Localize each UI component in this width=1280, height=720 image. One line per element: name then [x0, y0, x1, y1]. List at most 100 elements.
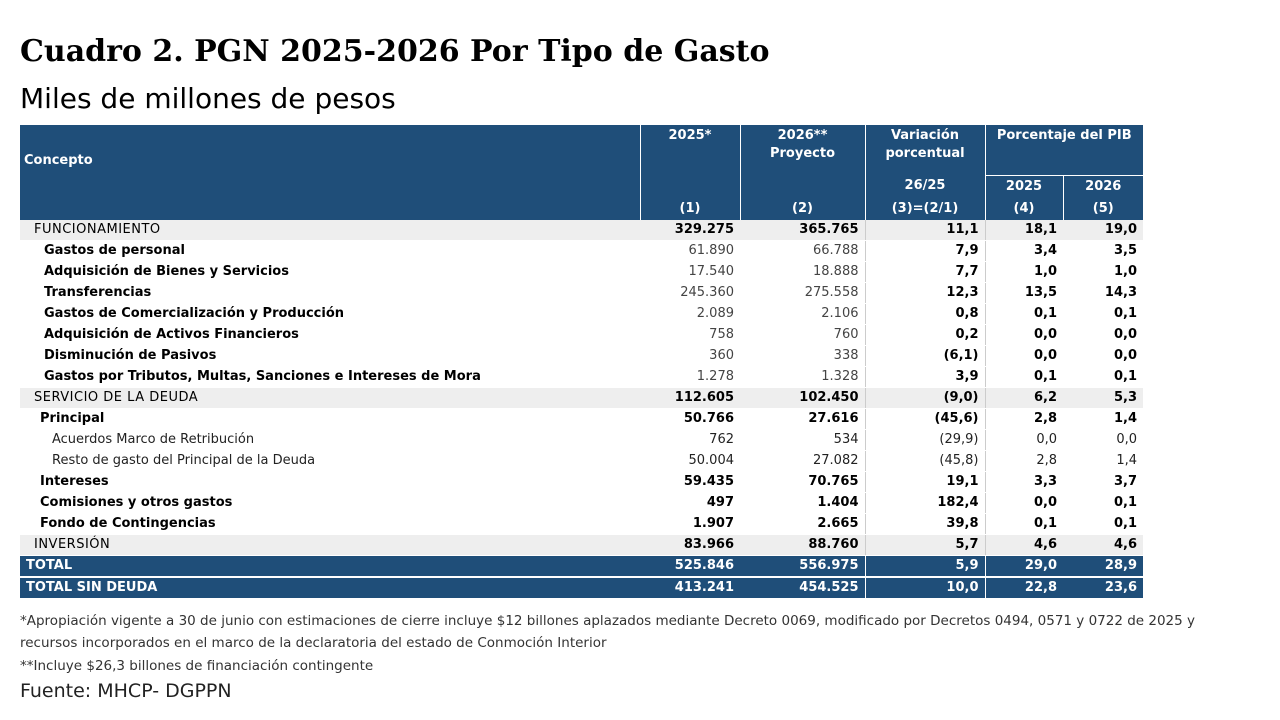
value-cell: 0,8: [864, 303, 986, 325]
value-cell: 525.846: [640, 555, 740, 578]
value-cell: 5,7: [864, 534, 986, 556]
table-row: Resto de gasto del Principal de la Deuda…: [20, 450, 1143, 472]
value-cell: 3,9: [864, 366, 986, 388]
value-cell: 3,7: [1063, 471, 1143, 493]
header-cell: [20, 197, 640, 220]
header-cell: Porcentaje del PIB: [984, 125, 1143, 175]
table-row: Transferencias 245.360 275.558 12,3 13,5 14,3: [20, 282, 1143, 304]
footnote: **Incluye $26,3 billones de financiación…: [20, 658, 374, 674]
table-header: Concepto 2025* 2026** Proyecto Variación …: [20, 125, 1143, 220]
table-row: Acuerdos Marco de Retribución 762 534 (29,9…: [20, 429, 1143, 451]
footnote: *Apropiación vigente a 30 de junio con e…: [20, 613, 1196, 651]
value-cell: 2.089: [640, 303, 740, 325]
value-cell: 18,1: [985, 219, 1063, 241]
concept-cell: TOTAL: [20, 555, 640, 578]
value-cell: 1,4: [1063, 450, 1143, 472]
header-cell: 26/25: [864, 175, 985, 198]
value-cell: 22,8: [985, 576, 1063, 600]
value-cell: 0,1: [985, 366, 1063, 388]
value-cell: 70.765: [740, 471, 865, 493]
value-cell: 28,9: [1063, 555, 1143, 578]
header-cell: 2026: [1062, 174, 1143, 198]
value-cell: 0,1: [985, 513, 1063, 535]
value-cell: 50.766: [640, 408, 740, 430]
value-cell: 61.890: [640, 240, 740, 262]
value-cell: 0,0: [985, 345, 1063, 367]
header-cell: (2): [739, 197, 865, 220]
value-cell: 2,8: [985, 408, 1063, 430]
value-cell: 2,8: [985, 450, 1063, 472]
header-cell: (3)=(2/1): [864, 197, 985, 220]
value-cell: 0,2: [864, 324, 986, 346]
table-row: Disminución de Pasivos 360 338 (6,1) 0,0 0,0: [20, 345, 1143, 367]
value-cell: 0,0: [1063, 345, 1143, 367]
concept-cell: TOTAL SIN DEUDA: [20, 576, 640, 600]
table-row: INVERSIÓN 83.966 88.760 5,7 4,6 4,6: [20, 534, 1143, 556]
value-cell: 1,0: [985, 261, 1063, 283]
value-cell: 4,6: [1063, 534, 1143, 556]
value-cell: 23,6: [1063, 576, 1143, 600]
value-cell: 0,1: [1063, 303, 1143, 325]
header-cell: (5): [1062, 197, 1143, 220]
value-cell: (29,9): [864, 429, 986, 451]
value-cell: 454.525: [740, 576, 865, 600]
value-cell: 338: [740, 345, 865, 367]
value-cell: 0,1: [1063, 492, 1143, 514]
table-row: Gastos de Comercialización y Producción 2…: [20, 303, 1143, 325]
value-cell: 0,0: [985, 492, 1063, 514]
value-cell: 329.275: [640, 219, 740, 241]
value-cell: 11,1: [864, 219, 986, 241]
value-cell: 14,3: [1063, 282, 1143, 304]
value-cell: 88.760: [740, 534, 865, 556]
table-row: FUNCIONAMIENTO 329.275 365.765 11,1 18,1 19,0: [20, 219, 1143, 241]
value-cell: (9,0): [864, 387, 986, 409]
table-row: Comisiones y otros gastos 497 1.404 182,4 0,…: [20, 492, 1143, 514]
value-cell: 762: [640, 429, 740, 451]
value-cell: 10,0: [864, 576, 986, 600]
header-cell: Concepto: [20, 125, 640, 198]
concept-cell: Intereses: [20, 471, 640, 493]
value-cell: 59.435: [640, 471, 740, 493]
value-cell: 27.082: [740, 450, 865, 472]
concept-cell: Gastos de personal: [20, 240, 640, 262]
header-text: Proyecto: [769, 146, 835, 161]
header-text: 2026**: [777, 128, 828, 143]
concept-cell: Fondo de Contingencias: [20, 513, 640, 535]
value-cell: 2.106: [740, 303, 865, 325]
value-cell: 1,0: [1063, 261, 1143, 283]
value-cell: 3,5: [1063, 240, 1143, 262]
value-cell: 3,4: [985, 240, 1063, 262]
value-cell: 83.966: [640, 534, 740, 556]
concept-cell: Gastos por Tributos, Multas, Sanciones e…: [20, 366, 640, 388]
table-row: SERVICIO DE LA DEUDA 112.605 102.450 (9,0) 6…: [20, 387, 1143, 409]
value-cell: 27.616: [740, 408, 865, 430]
table-row: Adquisición de Bienes y Servicios 17.540 1…: [20, 261, 1143, 283]
table-row: Principal 50.766 27.616 (45,6) 2,8 1,4: [20, 408, 1143, 430]
concept-cell: Disminución de Pasivos: [20, 345, 640, 367]
value-cell: 29,0: [985, 555, 1063, 578]
concept-cell: SERVICIO DE LA DEUDA: [20, 387, 640, 409]
value-cell: 0,1: [1063, 366, 1143, 388]
table-row: Gastos de personal 61.890 66.788 7,9 3,4 3,5: [20, 240, 1143, 262]
value-cell: 360: [640, 345, 740, 367]
budget-table: Concepto 2025* 2026** Proyecto Variación …: [20, 125, 1143, 600]
value-cell: 19,0: [1063, 219, 1143, 241]
header-cell: 2026** Proyecto: [739, 125, 865, 198]
concept-cell: INVERSIÓN: [20, 534, 640, 556]
value-cell: 182,4: [864, 492, 986, 514]
value-cell: 0,0: [1063, 429, 1143, 451]
value-cell: 17.540: [640, 261, 740, 283]
value-cell: 3,3: [985, 471, 1063, 493]
value-cell: 13,5: [985, 282, 1063, 304]
value-cell: 534: [740, 429, 865, 451]
value-cell: 2.665: [740, 513, 865, 535]
value-cell: 0,0: [985, 324, 1063, 346]
header-cell: 2025: [984, 174, 1063, 198]
value-cell: 0,0: [985, 429, 1063, 451]
table-body: FUNCIONAMIENTO 329.275 365.765 11,1 18,1 19,0…: [20, 219, 1143, 600]
table-row: Intereses 59.435 70.765 19,1 3,3 3,7: [20, 471, 1143, 493]
value-cell: 6,2: [985, 387, 1063, 409]
value-cell: 5,3: [1063, 387, 1143, 409]
source: Fuente: MHCP- DGPPN: [20, 680, 232, 702]
